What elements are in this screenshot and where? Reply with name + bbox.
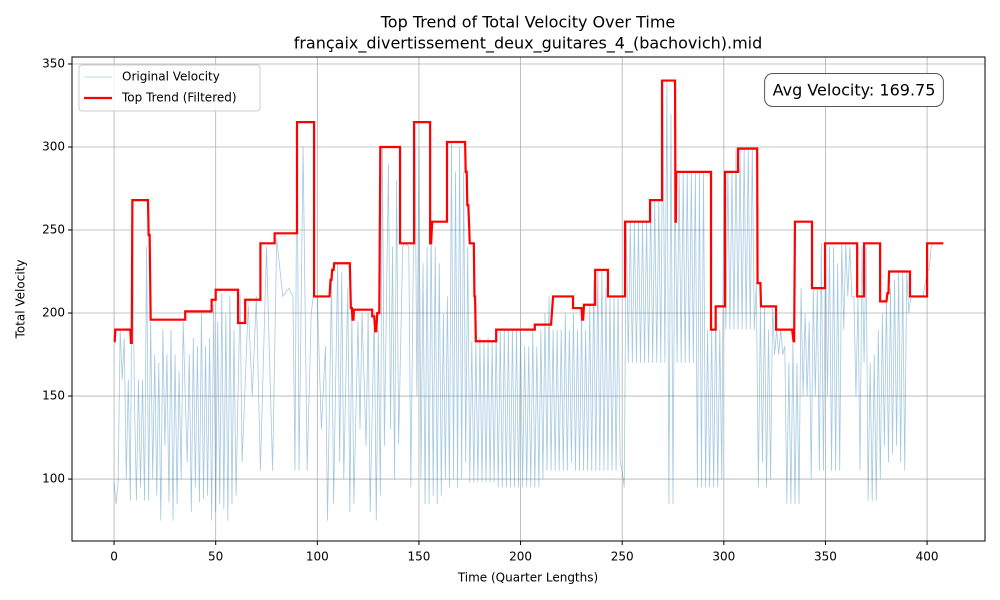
legend-box xyxy=(78,64,261,112)
y-tick-label: 150 xyxy=(42,389,65,403)
x-tick-label: 50 xyxy=(208,550,223,564)
y-tick-label: 350 xyxy=(42,56,65,70)
y-tick-label: 200 xyxy=(42,306,65,320)
y-tick-label: 300 xyxy=(42,139,65,153)
x-tick-label: 250 xyxy=(611,550,634,564)
x-tick-label: 150 xyxy=(407,550,430,564)
y-axis-label: Total Velocity xyxy=(14,260,28,340)
annotation-box xyxy=(764,73,944,107)
x-tick-label: 300 xyxy=(712,550,735,564)
y-tick-label: 250 xyxy=(42,223,65,237)
x-tick-label: 200 xyxy=(509,550,532,564)
chart-subtitle: françaix_divertissement_deux_guitares_4_… xyxy=(294,34,763,54)
x-tick-label: 100 xyxy=(306,550,329,564)
chart-title: Top Trend of Total Velocity Over Time xyxy=(380,13,676,32)
series-line xyxy=(113,80,934,521)
legend-label: Top Trend (Filtered) xyxy=(121,91,237,105)
x-tick-label: 0 xyxy=(110,550,118,564)
y-tick-label: 100 xyxy=(42,472,65,486)
series-line xyxy=(113,79,944,345)
annotation-text: Avg Velocity: 169.75 xyxy=(773,81,936,100)
legend-label: Original Velocity xyxy=(122,70,220,84)
x-axis-label: Time (Quarter Lengths) xyxy=(457,571,598,585)
x-tick-label: 400 xyxy=(916,550,939,564)
plot-frame xyxy=(71,56,986,542)
x-tick-label: 350 xyxy=(814,550,837,564)
